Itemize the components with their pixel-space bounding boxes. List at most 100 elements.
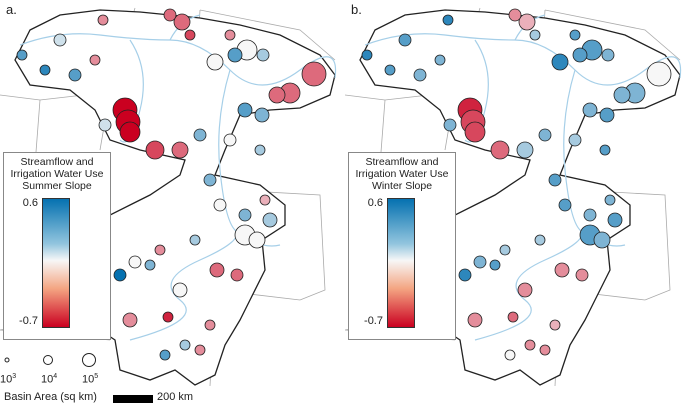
station-circle	[467, 312, 483, 328]
station-circle	[204, 319, 216, 331]
river	[474, 69, 583, 341]
color-legend: Streamflow and Irrigation Water Use Wint…	[348, 152, 456, 340]
size-label-1e4: 104	[41, 370, 57, 387]
station-circle	[499, 244, 511, 256]
station-circle	[413, 68, 427, 82]
station-circle	[568, 133, 582, 147]
station-circle	[604, 194, 616, 206]
station-circle	[189, 234, 201, 246]
map-panel-winter: b. Streamflow and Irrigation Water Use W…	[345, 0, 685, 406]
station-circle	[159, 349, 171, 361]
station-circle	[230, 268, 244, 282]
station-circle	[259, 194, 271, 206]
station-circle	[237, 102, 253, 118]
size-exp: 5	[94, 373, 99, 380]
station-circle	[524, 339, 536, 351]
legend-title-line: Irrigation Water Use	[355, 168, 449, 180]
station-circle	[599, 144, 611, 156]
station-circle	[184, 29, 196, 41]
station-circle	[490, 140, 510, 160]
station-circle	[464, 121, 486, 143]
station-circle	[554, 262, 570, 278]
state-border	[229, 189, 326, 301]
size-base: 10	[82, 373, 95, 386]
station-circle	[583, 208, 597, 222]
size-exp: 4	[53, 373, 58, 380]
station-circle	[569, 29, 581, 41]
station-circle	[254, 107, 270, 123]
river	[129, 69, 238, 341]
station-circle	[582, 102, 598, 118]
scale-bar	[113, 395, 153, 403]
colorbar-min-label: -0.7	[19, 315, 38, 327]
station-circle	[572, 47, 588, 63]
station-circle	[384, 64, 396, 76]
station-circle	[516, 141, 534, 159]
station-circle	[224, 29, 236, 41]
legend-title-line: Winter Slope	[371, 180, 433, 192]
state-border	[544, 9, 681, 61]
panel-label: b.	[351, 2, 362, 17]
station-circle	[248, 231, 266, 249]
station-circle	[398, 33, 412, 47]
station-circle	[489, 259, 501, 271]
station-circle	[238, 208, 252, 222]
station-circle	[256, 48, 270, 62]
station-circle	[508, 8, 522, 22]
legend-title: Streamflow and Irrigation Water Use Summ…	[4, 156, 110, 192]
station-circle	[163, 8, 177, 22]
station-circle	[443, 118, 457, 132]
legend-title-line: Streamflow and	[20, 156, 94, 168]
state-border	[199, 9, 336, 61]
station-circle	[119, 121, 141, 143]
colorbar-min-label: -0.7	[364, 315, 383, 327]
station-circle	[575, 268, 589, 282]
station-circle	[558, 198, 572, 212]
station-circle	[145, 140, 165, 160]
legend-title-line: Streamflow and	[365, 156, 439, 168]
station-circle	[172, 282, 188, 298]
station-circle	[507, 311, 519, 323]
station-circle	[254, 144, 266, 156]
station-circle	[551, 53, 569, 71]
station-circle	[538, 128, 552, 142]
station-circle	[193, 128, 207, 142]
size-circle-medium	[43, 355, 53, 365]
station-circle	[529, 29, 541, 41]
size-label-1e3: 103	[0, 370, 16, 387]
size-legend-title: Basin Area (sq km)	[4, 391, 97, 403]
station-circle	[16, 49, 28, 61]
colorbar	[387, 198, 415, 328]
map-panel-summer: a. Streamflow and Irrigation Water Use S…	[0, 0, 340, 406]
station-circle	[53, 33, 67, 47]
state-border	[574, 189, 671, 301]
legend-title: Streamflow and Irrigation Water Use Wint…	[349, 156, 455, 192]
station-circle	[154, 244, 166, 256]
size-legend-circles	[4, 353, 96, 367]
station-circle	[194, 344, 206, 356]
station-circle	[607, 212, 623, 228]
station-circle	[162, 311, 174, 323]
station-circle	[593, 231, 611, 249]
station-circle	[646, 61, 672, 87]
legend-title-line: Irrigation Water Use	[10, 168, 104, 180]
station-circle	[599, 107, 615, 123]
station-circle	[206, 53, 224, 71]
station-circle	[203, 173, 217, 187]
station-circle	[144, 259, 156, 271]
station-circle	[209, 262, 225, 278]
color-legend: Streamflow and Irrigation Water Use Summ…	[3, 152, 111, 340]
size-base: 10	[0, 373, 13, 386]
station-circle	[534, 234, 546, 246]
colorbar	[42, 198, 70, 328]
station-circle	[473, 255, 487, 269]
station-circle	[122, 312, 138, 328]
station-circle	[89, 54, 101, 66]
size-circle-small	[4, 357, 10, 363]
station-circle	[113, 268, 127, 282]
size-label-1e5: 105	[82, 370, 98, 387]
station-circle	[179, 339, 191, 351]
station-circle	[128, 255, 142, 269]
station-circle	[97, 14, 109, 26]
